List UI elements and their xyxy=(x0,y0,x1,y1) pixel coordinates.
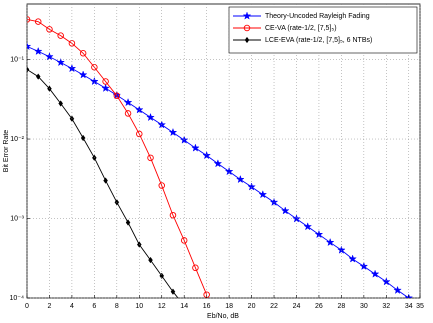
marker xyxy=(103,177,108,184)
marker xyxy=(147,154,154,162)
y-tick-label: 10⁻² xyxy=(10,136,24,143)
marker xyxy=(159,272,165,280)
marker xyxy=(33,46,43,56)
x-tick-label: 20 xyxy=(248,303,256,310)
marker xyxy=(58,100,63,107)
marker xyxy=(213,159,223,168)
x-tick-label: 6 xyxy=(92,303,96,310)
marker xyxy=(224,166,234,176)
marker xyxy=(348,254,357,263)
marker xyxy=(303,222,313,231)
x-tick-label: 2 xyxy=(48,303,52,310)
x-tick-label: 26 xyxy=(315,303,323,310)
x-tick-label: 35 xyxy=(416,303,424,310)
x-tick-label: 24 xyxy=(293,303,301,310)
marker xyxy=(180,237,188,244)
marker xyxy=(280,206,290,215)
x-tick-label: 34 xyxy=(405,303,413,310)
y-tick-label: 10⁻¹ xyxy=(10,56,24,63)
marker xyxy=(35,73,41,80)
plot-lines xyxy=(27,16,414,298)
marker xyxy=(169,211,177,219)
marker xyxy=(148,256,153,264)
x-tick-label: 4 xyxy=(70,303,74,310)
marker xyxy=(370,269,380,278)
marker xyxy=(243,24,251,32)
x-tick-label: 32 xyxy=(382,303,390,310)
marker xyxy=(359,261,369,271)
x-tick-label: 12 xyxy=(158,303,166,310)
legend-label: CE-VA (rate-1/2, [7,5]₅) xyxy=(265,25,337,32)
legend-box xyxy=(228,6,418,54)
marker xyxy=(78,70,88,79)
marker xyxy=(337,245,346,254)
marker xyxy=(101,83,110,92)
marker xyxy=(393,285,402,294)
marker xyxy=(124,110,132,117)
marker xyxy=(235,174,245,184)
marker xyxy=(27,66,30,73)
marker xyxy=(102,78,109,85)
marker xyxy=(191,143,200,152)
x-tick-label: 8 xyxy=(115,303,119,310)
marker xyxy=(46,26,53,33)
x-tick-label: 28 xyxy=(338,303,346,310)
marker xyxy=(244,36,250,44)
marker xyxy=(242,11,252,20)
marker xyxy=(27,41,32,51)
marker xyxy=(269,197,279,206)
y-tick-label: 10⁻⁴ xyxy=(10,295,25,302)
marker xyxy=(125,219,131,226)
marker xyxy=(170,288,176,295)
marker xyxy=(113,92,121,100)
marker xyxy=(34,18,42,25)
marker xyxy=(158,182,165,189)
marker xyxy=(325,237,335,247)
marker xyxy=(192,264,199,272)
x-tick-label: 10 xyxy=(135,303,143,310)
marker xyxy=(80,134,86,142)
marker xyxy=(123,97,133,107)
y-tick-label: 10⁻³ xyxy=(10,215,24,222)
marker xyxy=(258,190,268,199)
marker xyxy=(247,182,256,191)
x-tick-label: 22 xyxy=(270,303,278,310)
marker xyxy=(79,50,87,57)
x-tick-label: 0 xyxy=(25,303,29,310)
x-tick-label: 18 xyxy=(225,303,233,310)
legend-label: LCE-EVA (rate-1/2, [7,5]₅, 6 NTBs) xyxy=(265,37,372,44)
marker xyxy=(168,127,178,137)
x-tick-label: 14 xyxy=(180,303,188,310)
marker xyxy=(57,32,64,39)
y-axis-label: Bit Error Rate xyxy=(3,130,10,173)
series-line xyxy=(27,18,208,295)
x-axis-label: Eb/No, dB xyxy=(207,313,239,320)
x-tick-label: 30 xyxy=(360,303,368,310)
marker xyxy=(56,57,66,67)
legend-label: Theory-Uncoded Rayleigh Fading xyxy=(265,13,370,20)
x-tick-label: 16 xyxy=(203,303,211,310)
marker xyxy=(146,112,155,122)
